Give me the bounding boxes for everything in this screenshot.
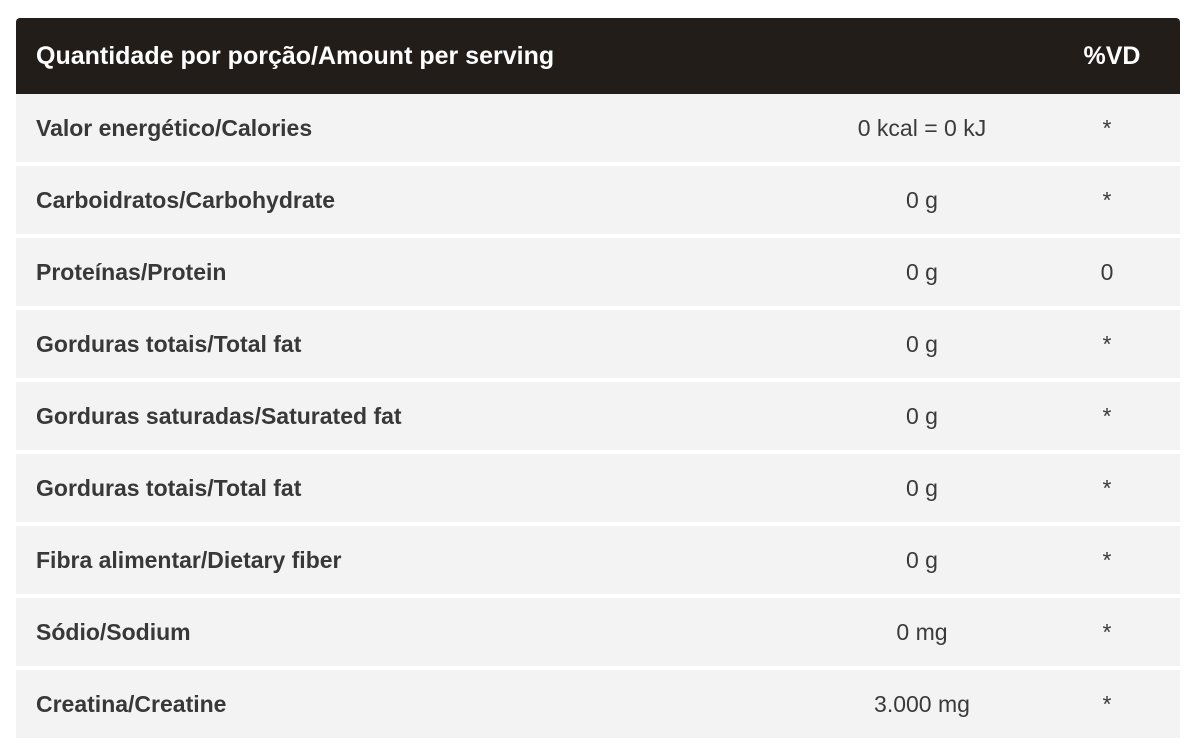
nutrition-facts-table: Quantidade por porção/Amount per serving…: [16, 18, 1180, 738]
table-row-total-fat-2: Gorduras totais/Total fat 0 g *: [16, 454, 1180, 522]
row-label: Sódio/Sodium: [36, 618, 191, 645]
row-amount: 0 g: [906, 546, 938, 573]
row-amount: 3.000 mg: [874, 690, 970, 717]
row-label: Valor energético/Calories: [36, 114, 313, 141]
row-label: Fibra alimentar/Dietary fiber: [36, 546, 342, 573]
row-daily-value: *: [1102, 474, 1112, 501]
header-amount-per-serving: Quantidade por porção/Amount per serving: [36, 41, 555, 70]
row-amount: 0 g: [906, 258, 938, 285]
row-daily-value: 0: [1100, 258, 1114, 285]
table-row-sodium: Sódio/Sodium 0 mg *: [16, 598, 1180, 666]
table-body: Valor energético/Calories 0 kcal = 0 kJ …: [16, 94, 1180, 738]
table-header: Quantidade por porção/Amount per serving…: [16, 18, 1180, 94]
row-daily-value: *: [1102, 186, 1112, 213]
table-row-saturated-fat: Gorduras saturadas/Saturated fat 0 g *: [16, 382, 1180, 450]
table-row-dietary-fiber: Fibra alimentar/Dietary fiber 0 g *: [16, 526, 1180, 594]
row-amount: 0 mg: [896, 618, 948, 645]
table-row-creatine: Creatina/Creatine 3.000 mg *: [16, 670, 1180, 738]
table-row-calories: Valor energético/Calories 0 kcal = 0 kJ …: [16, 94, 1180, 162]
row-amount: 0 g: [906, 402, 938, 429]
row-label: Gorduras totais/Total fat: [36, 330, 302, 357]
row-label: Gorduras saturadas/Saturated fat: [36, 402, 402, 429]
row-amount: 0 g: [906, 330, 938, 357]
row-label: Creatina/Creatine: [36, 690, 227, 717]
table-row-protein: Proteínas/Protein 0 g 0: [16, 238, 1180, 306]
table-row-carbohydrate: Carboidratos/Carbohydrate 0 g *: [16, 166, 1180, 234]
row-amount: 0 kcal = 0 kJ: [857, 114, 987, 141]
row-label: Proteínas/Protein: [36, 258, 227, 285]
row-daily-value: *: [1102, 330, 1112, 357]
row-amount: 0 g: [906, 186, 938, 213]
row-daily-value: *: [1102, 690, 1112, 717]
header-daily-value: %VD: [1083, 41, 1141, 70]
table-row-total-fat: Gorduras totais/Total fat 0 g *: [16, 310, 1180, 378]
row-amount: 0 g: [906, 474, 938, 501]
row-label: Gorduras totais/Total fat: [36, 474, 302, 501]
row-daily-value: *: [1102, 402, 1112, 429]
row-daily-value: *: [1102, 618, 1112, 645]
row-daily-value: *: [1102, 114, 1112, 141]
row-label: Carboidratos/Carbohydrate: [36, 186, 336, 213]
row-daily-value: *: [1102, 546, 1112, 573]
